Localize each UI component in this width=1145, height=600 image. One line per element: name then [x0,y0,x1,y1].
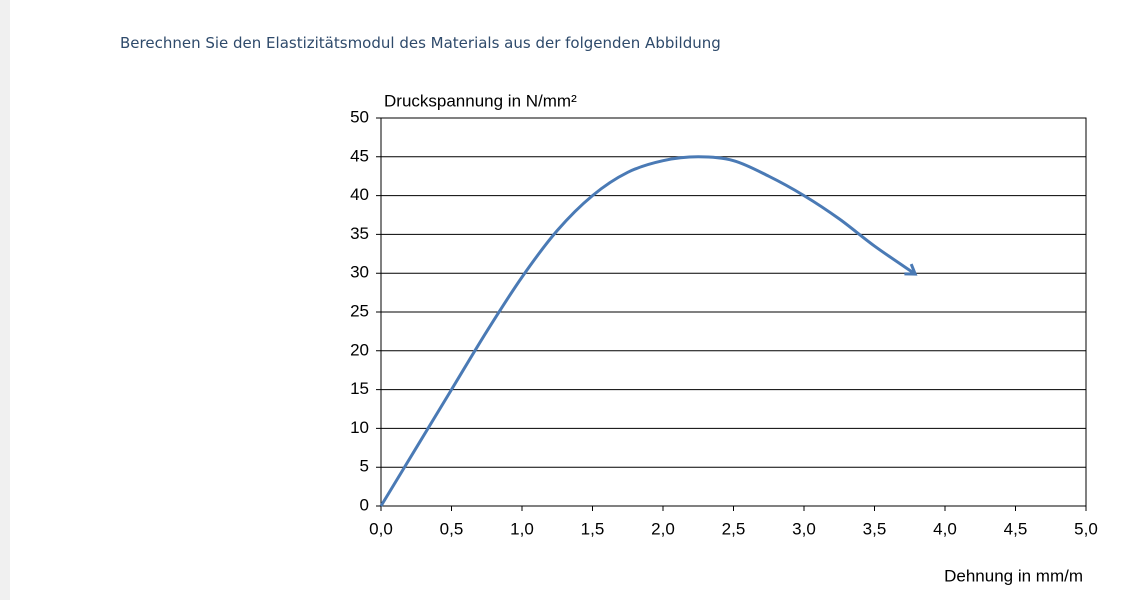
x-tick-label: 2,5 [722,519,746,538]
question: Berechnen Sie den Elastizitätsmodul des … [120,34,721,52]
data-line [379,155,918,507]
y-tick-label: 15 [350,379,369,398]
x-axis-label: Dehnung in mm/m [944,566,1083,585]
x-tick-label: 5,0 [1074,519,1098,538]
x-tick-label: 3,5 [863,519,887,538]
x-tick-label: 0,0 [369,519,393,538]
y-axis-label: Druckspannung in N/mm² [384,91,577,110]
x-tick-label: 1,5 [581,519,605,538]
x-tick-label: 0,5 [440,519,464,538]
y-tick-label: 30 [350,263,369,282]
side-strip [0,0,10,600]
y-tick-label: 5 [360,457,369,476]
y-tick-label: 50 [350,107,369,126]
y-tick-label: 40 [350,185,369,204]
y-tick-label: 10 [350,418,369,437]
x-tick-label: 4,5 [1004,519,1028,538]
x-tick-label: 2,0 [651,519,675,538]
x-tick-label: 4,0 [933,519,957,538]
y-tick-label: 20 [350,340,369,359]
x-tick-label: 1,0 [510,519,534,538]
y-tick-label: 45 [350,146,369,165]
x-tick-label: 3,0 [792,519,816,538]
y-tick-label: 35 [350,224,369,243]
y-tick-label: 0 [360,495,369,514]
y-tick-label: 25 [350,301,369,320]
